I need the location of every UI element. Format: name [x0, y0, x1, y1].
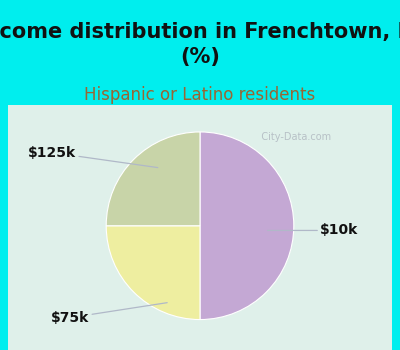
- Text: Hispanic or Latino residents: Hispanic or Latino residents: [84, 86, 316, 104]
- Text: $75k: $75k: [51, 303, 167, 325]
- Wedge shape: [200, 132, 294, 320]
- Text: Income distribution in Frenchtown, NJ
(%): Income distribution in Frenchtown, NJ (%…: [0, 22, 400, 67]
- Text: City-Data.com: City-Data.com: [252, 132, 331, 142]
- Wedge shape: [106, 226, 200, 320]
- Wedge shape: [106, 132, 200, 226]
- FancyBboxPatch shape: [8, 105, 392, 350]
- Text: $10k: $10k: [268, 223, 358, 237]
- Text: $125k: $125k: [28, 146, 158, 168]
